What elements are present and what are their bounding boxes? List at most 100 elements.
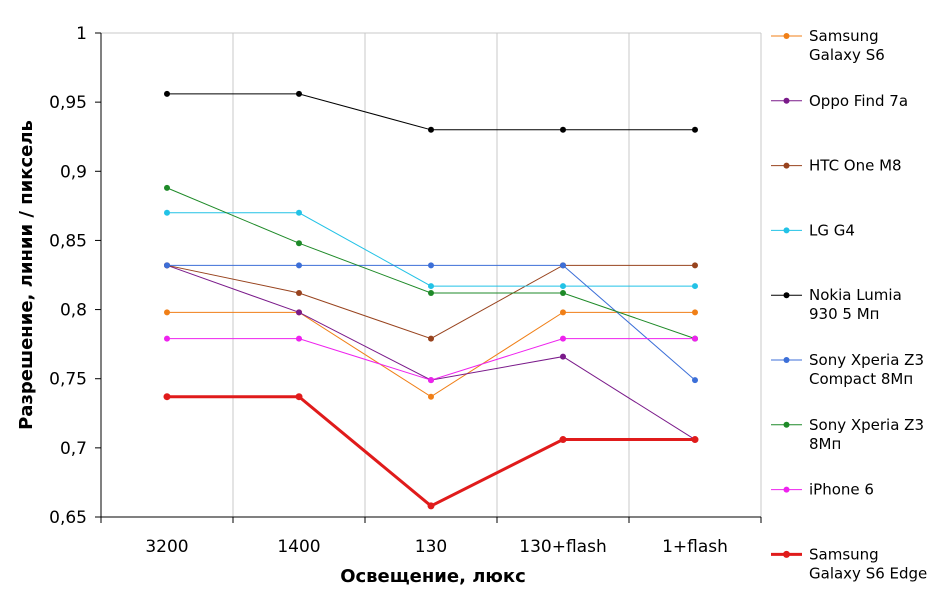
data-point xyxy=(428,289,434,296)
grid xyxy=(101,32,762,517)
legend-label: iPhone 6 xyxy=(809,481,874,499)
y-axis-title: Разрешение, линии / пиксель xyxy=(16,120,37,430)
data-point xyxy=(692,309,698,316)
series-3 xyxy=(164,209,698,290)
y-tick-label: 0,95 xyxy=(49,93,87,113)
legend-label: LG G4 xyxy=(809,221,855,239)
x-axis-title: Освещение, люкс xyxy=(340,566,526,587)
data-point xyxy=(692,262,698,269)
data-point xyxy=(560,126,566,133)
legend-label: Nokia Lumia xyxy=(809,286,902,304)
legend-label: Samsung xyxy=(809,545,879,563)
series-lines xyxy=(163,90,699,510)
legend-label: Compact 8Мп xyxy=(809,370,913,388)
data-point xyxy=(427,502,435,510)
series-4 xyxy=(164,90,698,133)
data-point xyxy=(296,262,302,269)
legend-swatch-marker xyxy=(783,486,790,493)
y-tick-label: 0,7 xyxy=(60,439,87,459)
y-tick-label: 0,75 xyxy=(49,370,87,390)
y-tick-label: 0,9 xyxy=(60,162,87,182)
x-tick-label: 130+flash xyxy=(519,537,606,557)
legend-swatch-marker xyxy=(783,162,790,169)
legend-swatch-marker xyxy=(783,292,790,299)
data-point xyxy=(692,126,698,133)
series-line xyxy=(166,264,695,340)
series-line xyxy=(167,395,695,508)
series-line xyxy=(167,311,695,398)
data-point xyxy=(560,283,566,290)
data-point xyxy=(296,289,302,296)
data-point xyxy=(560,309,566,316)
legend-swatch-marker xyxy=(783,97,790,104)
data-point xyxy=(164,209,170,216)
data-point xyxy=(428,126,434,133)
legend-item: LG G4 xyxy=(771,221,855,239)
legend-label: Sony Xperia Z3 xyxy=(809,351,924,369)
data-point xyxy=(296,90,302,97)
data-point xyxy=(164,335,170,342)
data-point xyxy=(428,262,434,269)
series-1 xyxy=(164,262,698,443)
data-point xyxy=(163,393,171,401)
data-point xyxy=(560,262,566,269)
legend-label: Sony Xperia Z3 xyxy=(809,416,924,434)
series-5 xyxy=(164,262,698,384)
data-point xyxy=(164,309,170,316)
legend-swatch-marker xyxy=(783,357,790,363)
series-8 xyxy=(163,393,699,510)
legend-label: Galaxy S6 xyxy=(809,46,885,64)
data-point xyxy=(428,335,434,342)
x-tick-label: 3200 xyxy=(145,537,188,557)
legend-item: iPhone 6 xyxy=(771,481,874,499)
data-point xyxy=(559,436,567,444)
series-line xyxy=(167,264,696,381)
data-point xyxy=(692,335,698,342)
data-point xyxy=(164,90,170,97)
data-point xyxy=(428,393,434,400)
series-line xyxy=(167,212,695,287)
legend-label: 8Мп xyxy=(809,435,841,453)
legend-label: Samsung xyxy=(809,27,879,45)
legend-swatch-marker xyxy=(783,33,790,39)
legend-swatch-marker xyxy=(783,421,790,428)
y-tick-label: 0,65 xyxy=(49,508,87,528)
axes: 0,65 0,7 0,75 0,8 0,85 0,9 0,95 1 3200 1400 130 130… xyxy=(49,24,762,557)
data-point xyxy=(692,283,698,290)
data-point xyxy=(296,240,302,247)
legend-item: HTC One M8 xyxy=(771,157,902,175)
series-line xyxy=(167,93,695,131)
legend-swatch-marker xyxy=(783,550,790,558)
y-tick-label: 1 xyxy=(76,24,87,44)
data-point xyxy=(692,377,698,384)
data-point xyxy=(164,262,170,269)
y-tick-label: 0,85 xyxy=(49,231,87,251)
legend-swatch-marker xyxy=(783,227,790,234)
data-point xyxy=(560,289,566,296)
legend-label: 930 5 Мп xyxy=(809,305,879,323)
legend-label: Galaxy S6 Edge xyxy=(809,564,927,582)
x-tick-label: 1+flash xyxy=(662,537,728,557)
legend-label: Oppo Find 7a xyxy=(809,92,908,110)
x-tick-label: 1400 xyxy=(277,537,320,557)
data-point xyxy=(296,335,302,342)
series-0 xyxy=(164,309,698,400)
data-point xyxy=(164,184,170,191)
data-point xyxy=(560,335,566,342)
series-7 xyxy=(164,335,698,384)
data-point xyxy=(296,209,302,216)
data-point xyxy=(296,309,302,316)
data-point xyxy=(691,436,699,444)
data-point xyxy=(560,353,566,360)
data-point xyxy=(428,377,434,384)
series-2 xyxy=(164,262,698,342)
x-tick-label: 130 xyxy=(415,537,447,557)
legend-item: Oppo Find 7a xyxy=(771,92,908,110)
